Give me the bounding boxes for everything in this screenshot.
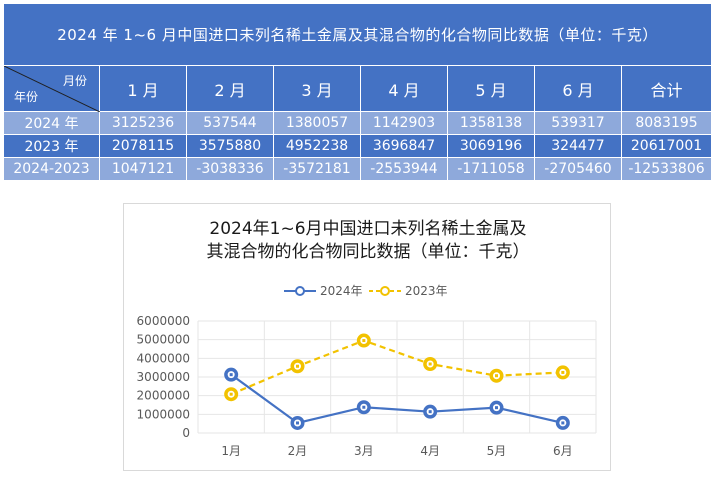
corner-cell: 月份 年份 [3, 65, 100, 112]
table-cell: -2705460 [534, 157, 622, 181]
legend-label: 2023年 [405, 284, 448, 298]
x-tick-label: 5月 [487, 444, 507, 458]
header-cell: 5 月 [447, 65, 535, 112]
legend-swatch-marker [380, 286, 390, 296]
table-cell: 4952238 [273, 134, 361, 158]
corner-year-label: 年份 [14, 90, 39, 104]
table-cell: 3069196 [447, 134, 535, 158]
data-point-center [495, 406, 498, 410]
header-cell: 1 月 [99, 65, 187, 112]
data-point-center [296, 364, 299, 368]
table-cell: 1047121 [99, 157, 187, 181]
table-cell: 537544 [186, 111, 274, 135]
row-label: 2024 年 [3, 111, 100, 135]
data-point-center [561, 421, 565, 425]
table-cell: -12533806 [620, 157, 713, 181]
table-cell: 1142903 [360, 111, 448, 135]
table-cell: 20617001 [620, 134, 713, 158]
table-cell: 1380057 [273, 111, 361, 135]
header-cell: 2 月 [186, 65, 274, 112]
y-tick-label: 5000000 [137, 333, 190, 347]
header-cell: 3 月 [273, 65, 361, 112]
y-tick-label: 3000000 [137, 370, 190, 384]
table-row: 2024-2023 1047121 -3038336 -3572181 -255… [3, 157, 713, 181]
line-chart: 2024年1~6月中国进口未列名稀土金属及 其混合物的化合物同比数据（单位：千克… [137, 219, 597, 458]
x-tick-label: 4月 [420, 444, 440, 458]
data-point-center [428, 362, 432, 366]
data-point-center [229, 373, 233, 377]
y-tick-label: 4000000 [137, 351, 190, 365]
data-table-region: 2024 年 1~6 月中国进口未列名稀土金属及其混合物的化合物同比数据（单位：… [2, 3, 713, 182]
table-cell: 1358138 [447, 111, 535, 135]
chart-grid [197, 320, 597, 434]
table-cell: 3696847 [360, 134, 448, 158]
data-point-center [495, 374, 498, 378]
data-point-center [428, 410, 432, 414]
table-cell: 324477 [534, 134, 622, 158]
chart-series [224, 333, 570, 430]
table-cell: -3038336 [186, 157, 274, 181]
line-chart-panel: 2024年1~6月中国进口未列名稀土金属及 其混合物的化合物同比数据（单位：千克… [123, 203, 611, 471]
row-label: 2024-2023 [3, 157, 100, 181]
data-point-center [362, 339, 366, 343]
legend-label: 2024年 [320, 284, 363, 298]
corner-diagonal [4, 66, 100, 112]
series-line-2023年 [230, 339, 563, 396]
chart-legend: 2024年 2023年 [284, 284, 448, 298]
table-header-row: 月份 年份 1 月 2 月 3 月 4 月 5 月 6 月 合计 [3, 65, 713, 112]
table-cell: 8083195 [620, 111, 713, 135]
table-cell: 2078115 [99, 134, 187, 158]
y-axis: 6000000 5000000 4000000 3000000 2000000 10000… [137, 314, 190, 440]
header-cell: 合计 [620, 65, 713, 112]
table-cell: 3575880 [186, 134, 274, 158]
data-point-center [362, 405, 366, 409]
table-cell: 539317 [534, 111, 622, 135]
header-cell: 6 月 [534, 65, 622, 112]
table-row: 2024 年 3125236 537544 1380057 1142903 13… [3, 111, 713, 135]
y-tick-label: 6000000 [137, 314, 190, 328]
chart-title-line2: 其混合物的化合物同比数据（单位：千克） [207, 242, 530, 262]
table-cell: -1711058 [447, 157, 535, 181]
header-cell: 4 月 [360, 65, 448, 112]
x-tick-label: 6月 [553, 444, 573, 458]
y-tick-label: 0 [182, 426, 190, 440]
x-tick-label: 2月 [288, 444, 308, 458]
y-tick-label: 2000000 [137, 389, 190, 403]
table-cell: -2553944 [360, 157, 448, 181]
table-row: 2023 年 2078115 3575880 4952238 3696847 3… [3, 134, 713, 158]
corner-month-label: 月份 [62, 74, 87, 88]
row-label: 2023 年 [3, 134, 100, 158]
data-point-center [229, 392, 233, 396]
x-axis: 1月 2月 3月 4月 5月 6月 [221, 444, 572, 458]
series-line-2024年 [230, 373, 564, 425]
x-tick-label: 1月 [221, 444, 241, 458]
table-cell: -3572181 [273, 157, 361, 181]
table-cell: 3125236 [99, 111, 187, 135]
table-title: 2024 年 1~6 月中国进口未列名稀土金属及其混合物的化合物同比数据（单位：… [2, 3, 713, 66]
data-point-center [561, 370, 565, 374]
data-point-center [296, 421, 299, 425]
comparison-table: 2024 年 1~6 月中国进口未列名稀土金属及其混合物的化合物同比数据（单位：… [2, 3, 713, 181]
y-tick-label: 1000000 [137, 407, 190, 421]
legend-swatch-marker [295, 286, 305, 296]
chart-title-line1: 2024年1~6月中国进口未列名稀土金属及 [209, 219, 526, 239]
x-tick-label: 3月 [354, 444, 374, 458]
